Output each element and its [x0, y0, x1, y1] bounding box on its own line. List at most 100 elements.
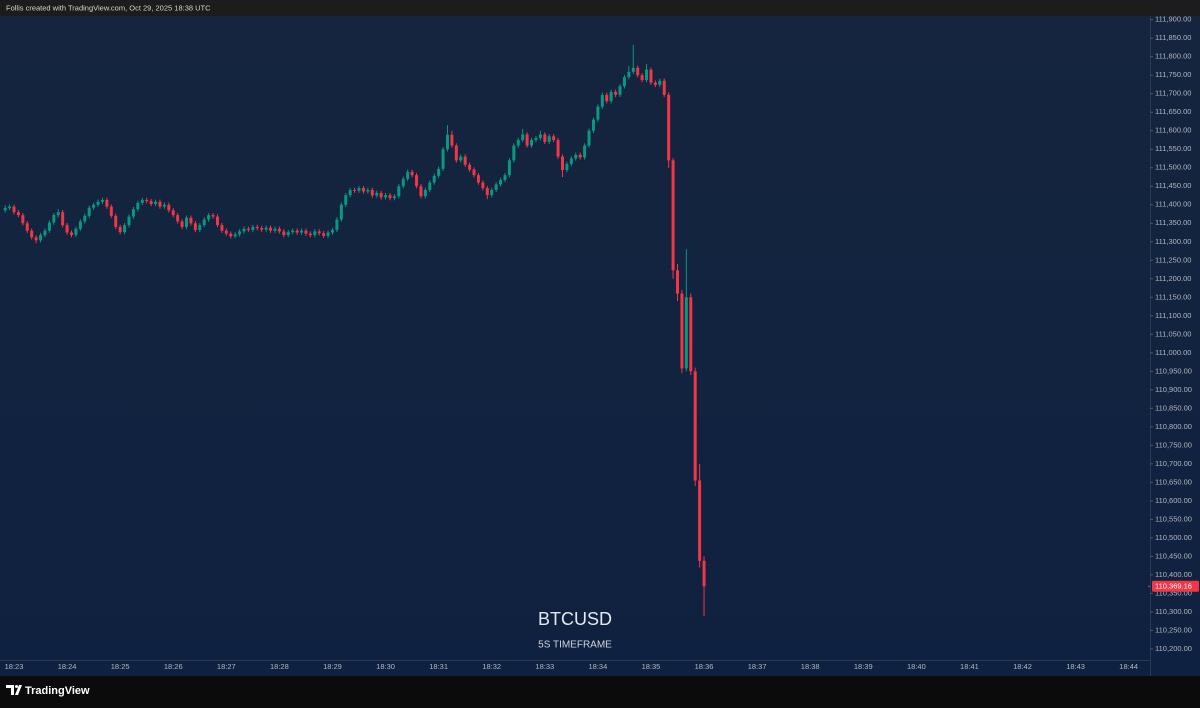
candle-body	[384, 195, 388, 198]
x-tick-label: 18:30	[376, 662, 395, 671]
x-tick-label: 18:24	[58, 662, 77, 671]
candle-body	[667, 94, 671, 161]
candle-body	[96, 201, 100, 205]
candle-body	[171, 210, 175, 216]
candle-body	[145, 199, 149, 202]
candle-body	[490, 189, 494, 196]
candle-body	[100, 199, 104, 202]
candle-body	[180, 221, 184, 227]
candle-body	[313, 231, 317, 236]
y-tick-label: 110,700.00	[1155, 459, 1192, 468]
candle-body	[273, 228, 277, 231]
candle-body	[361, 188, 365, 192]
candle-body	[419, 186, 423, 197]
candle-body	[653, 82, 657, 85]
candle-body	[459, 156, 463, 161]
candle-body	[202, 219, 206, 226]
y-tick-label: 110,850.00	[1155, 403, 1192, 412]
candle-body	[185, 217, 189, 227]
candle-body	[370, 189, 374, 196]
candle-body	[158, 201, 162, 207]
candle-body	[476, 175, 480, 183]
candle-body	[454, 145, 458, 161]
footer-bar	[0, 676, 1200, 708]
candle-body	[525, 134, 529, 146]
y-tick-label: 110,900.00	[1155, 385, 1192, 394]
candle-body	[43, 230, 47, 236]
candle-body	[330, 229, 334, 233]
candle-body	[251, 226, 255, 230]
candle-body	[375, 192, 379, 196]
y-tick-label: 110,400.00	[1155, 570, 1192, 579]
y-tick-label: 110,350.00	[1155, 588, 1192, 597]
candle-body	[21, 215, 25, 224]
y-tick-label: 111,600.00	[1155, 126, 1191, 135]
y-tick-label: 111,050.00	[1155, 329, 1191, 338]
candle-body	[154, 201, 158, 205]
y-tick-label: 111,550.00	[1155, 144, 1191, 153]
y-tick-label: 111,450.00	[1155, 181, 1191, 190]
candle-body	[65, 225, 69, 233]
candles	[3, 44, 706, 616]
y-tick-label: 111,200.00	[1155, 274, 1191, 283]
candle-body	[609, 91, 613, 102]
candle-body	[8, 206, 12, 209]
candle-body	[87, 207, 91, 216]
candle-body	[415, 175, 419, 187]
candle-body	[468, 164, 472, 170]
symbol-watermark: BTCUSD	[538, 609, 612, 629]
candle-body	[640, 75, 644, 81]
candle-body	[530, 139, 534, 146]
y-tick-label: 110,800.00	[1155, 422, 1192, 431]
candle-body	[109, 206, 113, 216]
candle-body	[366, 189, 370, 192]
candle-body	[264, 227, 268, 230]
candle-body	[627, 71, 631, 78]
candle-body	[574, 154, 578, 159]
y-tick-label: 110,950.00	[1155, 366, 1192, 375]
candle-body	[423, 189, 427, 197]
candle-body	[410, 171, 414, 176]
candle-body	[432, 175, 436, 183]
x-tick-label: 18:42	[1013, 662, 1032, 671]
candle-body	[189, 217, 193, 224]
candle-body	[52, 215, 56, 223]
candle-body	[282, 231, 286, 236]
y-tick-label: 110,650.00	[1155, 477, 1192, 486]
brand-icon-dot	[15, 685, 18, 688]
x-tick-label: 18:43	[1066, 662, 1085, 671]
plot-background	[0, 16, 1200, 676]
y-tick-label: 111,750.00	[1155, 70, 1191, 79]
candle-body	[286, 232, 290, 236]
candle-body	[127, 216, 131, 226]
candle-body	[437, 168, 441, 176]
candle-body	[587, 130, 591, 146]
candle-body	[3, 208, 7, 211]
y-tick-label: 111,350.00	[1155, 218, 1191, 227]
candle-body	[83, 215, 87, 222]
candle-body	[622, 77, 626, 87]
y-tick-label: 111,650.00	[1155, 107, 1191, 116]
candle-body	[583, 145, 587, 158]
x-tick-label: 18:41	[960, 662, 979, 671]
last-price-label: 110,369.16	[1155, 581, 1192, 590]
y-tick-label: 110,550.00	[1155, 514, 1192, 523]
candle-body	[428, 182, 432, 190]
candle-body	[521, 134, 525, 140]
candle-body	[676, 270, 679, 294]
candle-body	[684, 297, 688, 369]
candle-body	[47, 222, 51, 231]
candle-body	[30, 230, 34, 238]
y-tick-label: 110,500.00	[1155, 533, 1192, 542]
candle-body	[552, 136, 556, 140]
candle-body	[233, 234, 237, 237]
candle-body	[463, 156, 467, 165]
brand-name: TradingView	[25, 685, 90, 697]
candle-body	[295, 230, 299, 233]
candle-body	[92, 204, 96, 208]
candle-body	[353, 189, 357, 191]
candle-body	[450, 134, 454, 146]
candle-body	[406, 171, 410, 179]
y-tick-label: 111,400.00	[1155, 200, 1191, 209]
